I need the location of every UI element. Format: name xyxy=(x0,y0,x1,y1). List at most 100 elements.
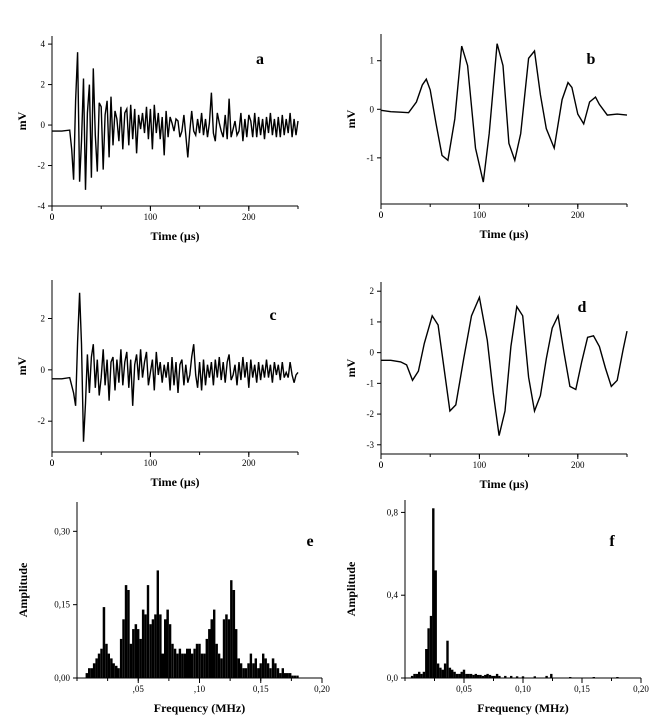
y-axis-label-a: mV xyxy=(15,111,29,130)
spectrum-bar-e xyxy=(264,658,267,678)
spectrum-bar-f xyxy=(432,508,435,678)
spectrum-bar-f xyxy=(410,675,414,678)
spectrum-bar-e xyxy=(107,653,110,678)
x-tick-label-e: ,10 xyxy=(194,684,206,694)
spectrum-bar-e xyxy=(242,668,245,678)
spectrum-bar-e xyxy=(186,648,189,678)
y-tick-label-d: 2 xyxy=(370,286,375,296)
y-tick-label-b: 0 xyxy=(370,104,375,114)
panel-letter-a: a xyxy=(256,51,264,68)
spectrum-bar-f xyxy=(465,673,468,678)
spectrum-bar-e xyxy=(161,653,164,678)
spectrum-bar-e xyxy=(288,673,292,678)
spectrum-bar-e xyxy=(222,619,226,678)
spectrum-bar-e xyxy=(244,668,248,678)
spectrum-bar-f xyxy=(418,671,421,678)
spectrum-bar-e xyxy=(129,643,133,678)
spectrum-bar-f xyxy=(474,673,477,678)
y-tick-label-a: 0 xyxy=(41,120,46,130)
spectrum-bar-e xyxy=(217,653,221,678)
x-tick-label-d: 0 xyxy=(379,460,384,470)
y-axis-label-d: mV xyxy=(344,358,358,377)
spectrum-bar-e xyxy=(259,663,262,678)
y-tick-label-e: 0,15 xyxy=(54,600,70,610)
spectrum-bar-f xyxy=(451,669,454,678)
spectrum-bar-e xyxy=(239,663,243,678)
panel-letter-e: e xyxy=(306,533,313,550)
x-tick-label-d: 0 xyxy=(379,460,384,470)
y-axis-label-e: Amplitude xyxy=(16,562,30,617)
spectrum-bar-f xyxy=(477,674,480,678)
x-tick-label-e: 0,20 xyxy=(314,684,330,694)
spectrum-bar-e xyxy=(168,624,172,678)
y-tick-label-d: 1 xyxy=(370,317,375,327)
x-tick-label-f: 0,10 xyxy=(515,684,531,694)
spectrum-bar-e xyxy=(257,668,260,678)
spectrum-bar-e xyxy=(110,658,113,678)
spectrum-bar-e xyxy=(146,585,150,678)
y-tick-label-f: 0,0 xyxy=(387,673,399,683)
spectrum-bar-e xyxy=(115,665,118,678)
spectrum-bar-f xyxy=(488,674,492,678)
y-tick-label-a: 4 xyxy=(41,39,46,49)
spectrum-bar-f xyxy=(462,669,466,678)
x-tick-label-f: 0,20 xyxy=(633,684,649,694)
spectrum-bar-f xyxy=(498,675,501,678)
spectrum-bar-e xyxy=(210,619,213,678)
spectrum-bar-e xyxy=(274,663,277,678)
spectrum-bar-e xyxy=(119,638,123,678)
spectrum-bar-e xyxy=(230,580,233,678)
spectrum-bar-e xyxy=(117,668,120,678)
spectrum-bar-e xyxy=(215,643,218,678)
panel-letter-d: d xyxy=(578,299,587,316)
spectrum-bar-e xyxy=(171,643,174,678)
x-tick-label-c: 0 xyxy=(50,458,55,468)
spectrum-bar-f xyxy=(448,667,452,678)
spectrum-bar-f xyxy=(458,673,461,678)
spectrum-bar-e xyxy=(213,609,216,678)
spectrum-bar-e xyxy=(151,619,155,678)
spectrum-bar-f xyxy=(472,674,475,678)
spectrum-bar-f xyxy=(469,673,473,678)
spectrum-bar-e xyxy=(225,614,228,678)
x-tick-label-b: 100 xyxy=(473,210,487,220)
x-tick-label-c: 200 xyxy=(242,458,256,468)
spectrum-bar-e xyxy=(252,663,255,678)
y-axis-label-c: mV xyxy=(15,356,29,375)
y-tick-label-b: -1 xyxy=(367,153,375,163)
spectrum-bar-e xyxy=(205,638,209,678)
spectrum-bar-f xyxy=(453,671,456,678)
spectrum-bar-e xyxy=(279,673,282,678)
spectrum-bar-e xyxy=(156,570,159,678)
spectrum-bar-e xyxy=(88,668,91,678)
spectrum-bar-e xyxy=(293,675,297,678)
spectrum-bar-e xyxy=(178,648,182,678)
spectrum-bar-f xyxy=(545,675,548,678)
x-tick-label-c: 0 xyxy=(50,458,55,468)
spectrum-bar-f xyxy=(460,671,463,678)
y-tick-label-d: 0 xyxy=(370,348,375,358)
x-axis-label-f: Frequency (MHz) xyxy=(477,701,568,715)
spectrum-bar-e xyxy=(159,614,162,678)
spectrum-bar-e xyxy=(173,648,177,678)
spectrum-bar-e xyxy=(92,663,96,678)
spectrum-bar-e xyxy=(190,653,194,678)
x-tick-label-b: 0 xyxy=(379,210,384,220)
x-tick-label-b: 200 xyxy=(571,210,585,220)
y-tick-label-c: -2 xyxy=(38,416,46,426)
spectrum-bar-e xyxy=(232,590,236,678)
spectrum-bar-e xyxy=(97,653,101,678)
spectrum-bar-e xyxy=(203,653,206,678)
y-tick-label-b: 1 xyxy=(370,56,375,66)
y-tick-label-c: 2 xyxy=(41,314,46,324)
x-tick-label-a: 0 xyxy=(50,212,55,222)
spectrum-bar-f xyxy=(415,673,418,678)
spectrum-bar-e xyxy=(139,638,142,678)
spectrum-bar-e xyxy=(144,614,147,678)
spectrum-bar-e xyxy=(188,648,191,678)
spectrum-bar-f xyxy=(455,673,459,678)
x-axis-label-d: Time (µs) xyxy=(479,477,528,491)
x-tick-label-f: 0,05 xyxy=(456,684,472,694)
y-tick-label-c: 0 xyxy=(41,365,46,375)
